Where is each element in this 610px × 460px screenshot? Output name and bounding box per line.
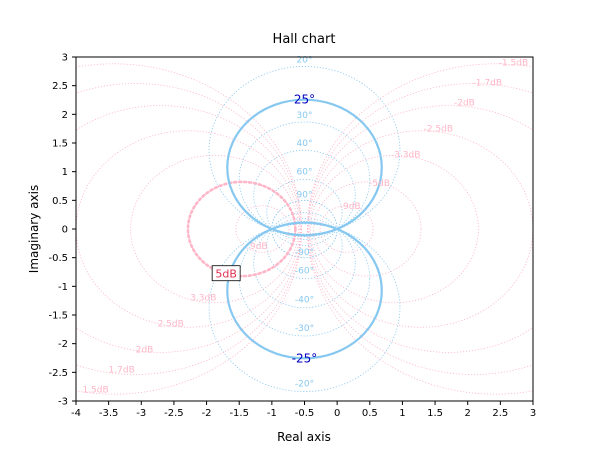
magnitude-contour-5db [186, 180, 297, 278]
phase-label: 40° [297, 139, 313, 149]
x-tick-label: -4 [71, 408, 81, 419]
magnitude-label: -1.7dB [473, 79, 502, 89]
phase-contour [238, 220, 371, 337]
x-tick-label: 3 [530, 408, 536, 419]
y-tick-label: 2.5 [52, 81, 68, 92]
phase-contour [238, 121, 371, 238]
phase-contour-25deg [226, 221, 383, 360]
phase-contour [266, 212, 343, 280]
x-tick-label: 0 [334, 408, 340, 419]
magnitude-label: -2dB [454, 99, 475, 109]
x-tick-label: -0.5 [295, 408, 315, 419]
magnitude-label: 1.5dB [82, 385, 108, 395]
magnitude-contour [76, 130, 301, 328]
magnitude-contour [130, 154, 299, 304]
axis-ticks: -4 -3.5 -3 -2.5 -2 -1.5 -1 -0.5 0 0.5 1 1.5 2 2.5 3 -3 -… [48, 53, 536, 420]
y-tick-label: 1.5 [52, 139, 68, 150]
magnitude-label: 2dB [136, 345, 154, 355]
y-axis-label: Imaginary axis [27, 185, 41, 273]
phase-contour [208, 223, 401, 392]
y-tick-label: -2.5 [48, 368, 68, 379]
x-tick-label: 0.5 [362, 408, 378, 419]
magnitude-contour [76, 105, 302, 353]
y-tick-label: 0.5 [52, 196, 68, 207]
magnitude-label: 3.3dB [190, 294, 216, 304]
y-tick-label: -1 [58, 282, 68, 293]
x-tick-label: -1 [267, 408, 277, 419]
magnitude-contour [307, 105, 533, 353]
chart-title: Hall chart [273, 32, 336, 47]
phase-label: -20° [295, 380, 314, 390]
x-tick-label: -1.5 [229, 408, 249, 419]
phase-label: 60° [297, 168, 313, 178]
magnitude-contour [76, 83, 302, 375]
phase-contour-25deg [226, 98, 383, 237]
highlight-contours [186, 98, 383, 360]
phase-contour [253, 218, 356, 309]
magnitude-contour [313, 181, 422, 277]
y-tick-label: 2 [62, 110, 68, 121]
phase-contour [266, 178, 343, 246]
magnitude-contour [307, 83, 533, 375]
y-tick-label: -2 [58, 339, 68, 350]
phase-contour [208, 66, 401, 235]
magnitude-label: -1.5dB [499, 59, 528, 69]
x-tick-label: 2 [465, 408, 471, 419]
phase-label: 20° [297, 56, 313, 66]
magnitude-label: 9dB [250, 242, 268, 252]
x-tick-label: -3 [136, 408, 146, 419]
magnitude-label: -2.5dB [424, 125, 453, 135]
phase-label-25: 25° [294, 93, 315, 107]
magnitude-label: -9dB [340, 202, 361, 212]
y-tick-label: -1.5 [48, 311, 68, 322]
phase-label: -30° [295, 324, 314, 334]
phase-label: -40° [295, 295, 314, 305]
y-tick-label: -3 [58, 397, 68, 408]
phase-label-neg-25: -25° [292, 351, 318, 365]
magnitude-contour [235, 205, 290, 253]
phase-label: -60° [295, 267, 314, 277]
phase-label: -90° [295, 248, 314, 258]
magnitude-label: -3.3dB [391, 150, 420, 160]
x-tick-label: 2.5 [492, 408, 508, 419]
magnitude-label: 1.7dB [109, 365, 135, 375]
y-tick-label: 1 [62, 167, 68, 178]
contour-labels: -1.5dB -1.7dB -2dB -2.5dB -3.3dB -5dB -9dB 9dB 3… [82, 56, 528, 396]
phase-label: 90° [297, 190, 313, 200]
y-tick-label: 3 [62, 53, 68, 64]
magnitude-label-box [211, 265, 241, 282]
x-tick-label: -2.5 [164, 408, 184, 419]
x-tick-label: -2 [202, 408, 212, 419]
y-tick-label: -0.5 [48, 253, 68, 264]
magnitude-label: 2.5dB [158, 319, 184, 329]
magnitude-contour [76, 63, 303, 395]
magnitude-label-5db: 5dB [215, 268, 237, 281]
x-tick-label: -3.5 [99, 408, 119, 419]
magnitude-contour [319, 205, 374, 253]
phase-contour [253, 149, 356, 240]
phase-label: 30° [297, 111, 313, 121]
y-tick-label: 0 [62, 225, 68, 236]
magnitude-label: -5dB [369, 179, 390, 189]
x-tick-label: 1 [399, 408, 405, 419]
x-axis-label: Real axis [277, 430, 331, 444]
x-tick-label: 1.5 [427, 408, 443, 419]
magnitude-contour [310, 154, 479, 304]
